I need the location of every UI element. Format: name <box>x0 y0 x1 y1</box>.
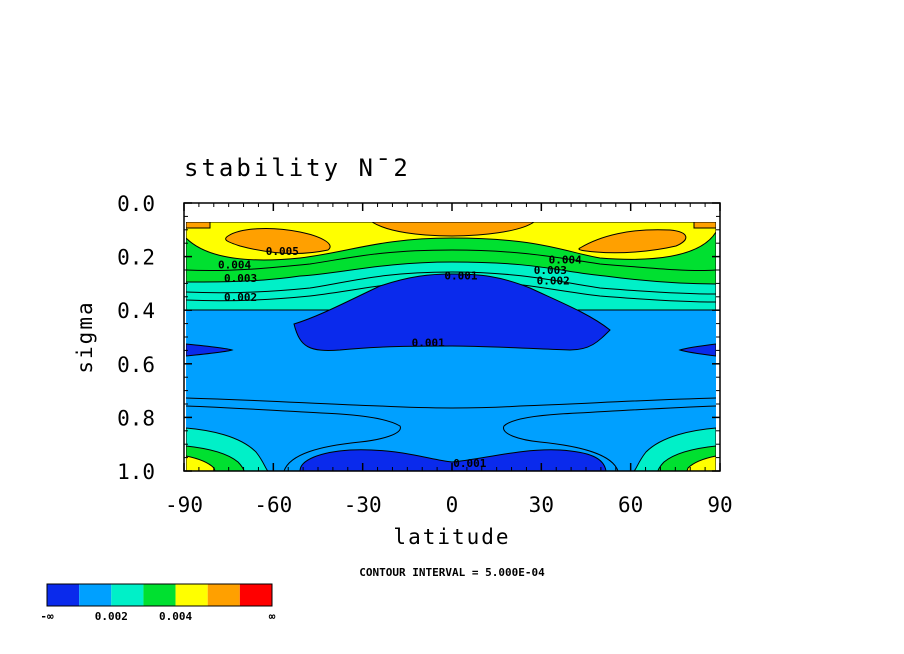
x-axis: -90 -60 -30 0 30 60 90 <box>165 203 733 517</box>
contour-label: 0.003 <box>224 272 257 285</box>
x-tick-label: -90 <box>165 493 203 517</box>
contour-label: 0.004 <box>218 259 251 272</box>
colorbar-swatch <box>207 584 240 606</box>
colorbar-swatch <box>143 584 176 606</box>
fill-orange-top-center <box>370 221 536 237</box>
y-tick-label: 1.0 <box>117 460 155 484</box>
contour-label: 0.001 <box>444 269 477 282</box>
x-tick-label: -60 <box>254 493 292 517</box>
contour-label: 0.003 <box>534 264 567 277</box>
y-axis-label: sigma <box>73 300 97 373</box>
contour-label: 0.002 <box>537 275 570 288</box>
y-tick-label: 0.0 <box>117 192 155 216</box>
x-tick-label: -30 <box>344 493 382 517</box>
y-tick-label: 0.4 <box>117 299 155 323</box>
y-tick-label: 0.2 <box>117 246 155 270</box>
fill-orange-corner-right <box>693 221 717 229</box>
contour-label: 0.002 <box>224 291 257 304</box>
contour-line-low-left <box>185 405 401 471</box>
colorbar-swatch <box>175 584 208 606</box>
contour-line-c <box>185 249 717 272</box>
fill-blue-bottom <box>299 449 607 471</box>
fill-orange-right <box>578 229 687 254</box>
fill-orange-corner-left <box>185 221 211 229</box>
x-axis-label: latitude <box>393 525 510 549</box>
x-tick-label: 30 <box>529 493 554 517</box>
y-axis: 0.0 0.2 0.4 0.6 0.8 1.0 <box>117 192 720 484</box>
y-tick-label: 0.8 <box>117 406 155 430</box>
contour-line-low-right <box>503 405 717 471</box>
fill-blue-left-tongue <box>185 343 234 357</box>
contour-line-low-mid <box>185 397 717 409</box>
colorbar-swatch <box>239 584 272 606</box>
x-tick-label: 90 <box>707 493 732 517</box>
colorbar-label: -∞ <box>40 610 54 623</box>
contour-line-a <box>185 271 717 295</box>
contour-labels: 0.0050.0040.0030.0020.0040.0030.0020.001… <box>218 245 582 470</box>
x-tick-label: 60 <box>618 493 643 517</box>
contour-label: 0.001 <box>453 457 486 470</box>
x-tick-label: 0 <box>446 493 459 517</box>
colorbar-swatch <box>47 584 80 606</box>
contour-interval-note: CONTOUR INTERVAL = 5.000E-04 <box>359 566 545 579</box>
contour-label: 0.004 <box>549 253 582 266</box>
colorbar-swatch <box>79 584 112 606</box>
fill-blue-right-tongue <box>678 343 717 357</box>
y-tick-label: 0.6 <box>117 353 155 377</box>
colorbar-label: ∞ <box>269 610 276 623</box>
fill-orange-left <box>225 228 331 254</box>
colorbar-label: 0.002 <box>95 610 128 623</box>
contour-fill <box>184 203 720 471</box>
colorbar-label: 0.004 <box>159 610 192 623</box>
contour-label: 0.005 <box>266 245 299 258</box>
colorbar-swatch <box>111 584 144 606</box>
colorbar-frame <box>46 583 273 607</box>
fill-blue-mid <box>293 273 611 351</box>
colorbar: -∞ 0.002 0.004 ∞ <box>40 583 276 623</box>
contour-label: 0.001 <box>412 336 445 349</box>
chart-title: stability N¯2 <box>184 154 411 182</box>
